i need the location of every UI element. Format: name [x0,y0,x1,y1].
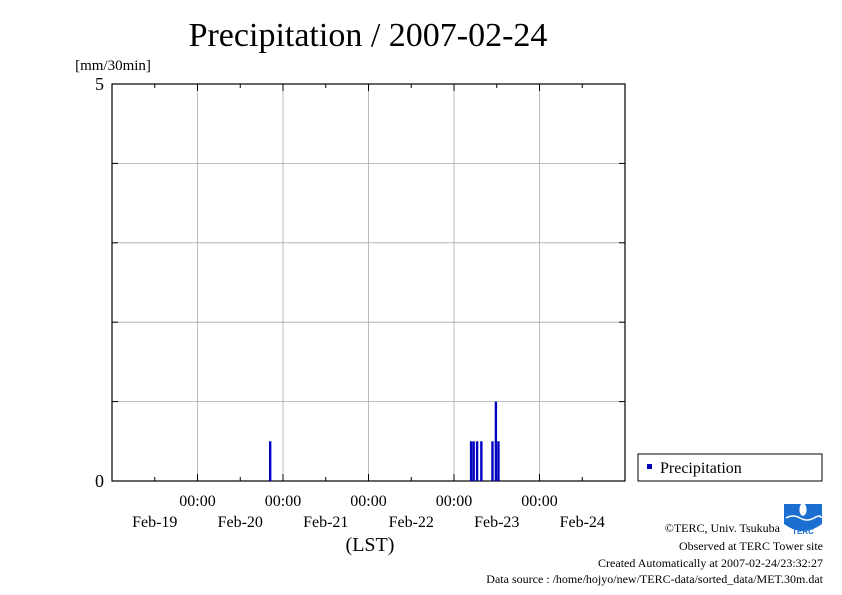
x-axis-label: (LST) [346,534,395,556]
x-date-label: Feb-20 [218,514,263,531]
x-time-label: 00:00 [179,493,215,510]
logo-wave-icon [785,515,822,521]
x-time-label: 00:00 [521,493,557,510]
y-tick-labels: 05 [95,74,104,491]
x-time-label: 00:00 [265,493,301,510]
x-time-label: 00:00 [436,493,472,510]
x-date-label: Feb-19 [132,514,177,531]
credit-copyright: ©TERC, Univ. Tsukuba [665,521,781,535]
logo-text: TERC [792,527,814,536]
x-date-label: Feb-24 [560,514,605,531]
y-tick-label: 5 [95,74,104,94]
terc-logo: TERC [784,503,822,536]
precipitation-bar [472,441,475,481]
precipitation-bars [268,401,500,481]
precipitation-bar [494,401,498,481]
precipitation-bar [475,441,479,481]
y-tick-label: 0 [95,471,104,491]
x-date-label: Feb-21 [303,514,348,531]
legend-label: Precipitation [660,460,742,477]
chart-title: Precipitation / 2007-02-24 [189,17,548,54]
precipitation-bar [491,441,494,481]
precipitation-bar [469,441,473,481]
precipitation-bar [268,441,272,481]
legend-box [637,453,823,482]
legend-swatch [647,464,652,469]
credit-data-source: Data source : /home/hojyo/new/TERC-data/… [486,572,823,586]
y-axis-unit: [mm/30min] [75,58,151,74]
logo-shield [784,504,822,531]
x-date-label: Feb-22 [389,514,434,531]
precipitation-bar [480,441,483,481]
grid-lines [112,84,625,481]
x-time-label: 00:00 [350,493,386,510]
credit-created: Created Automatically at 2007-02-24/23:3… [598,556,823,570]
logo-drop-icon [799,503,807,516]
x-date-label: Feb-23 [474,514,519,531]
legend: Precipitation [637,453,823,482]
axis-ticks [112,84,625,481]
precipitation-bar [497,441,500,481]
credit-site: Observed at TERC Tower site [679,539,823,553]
